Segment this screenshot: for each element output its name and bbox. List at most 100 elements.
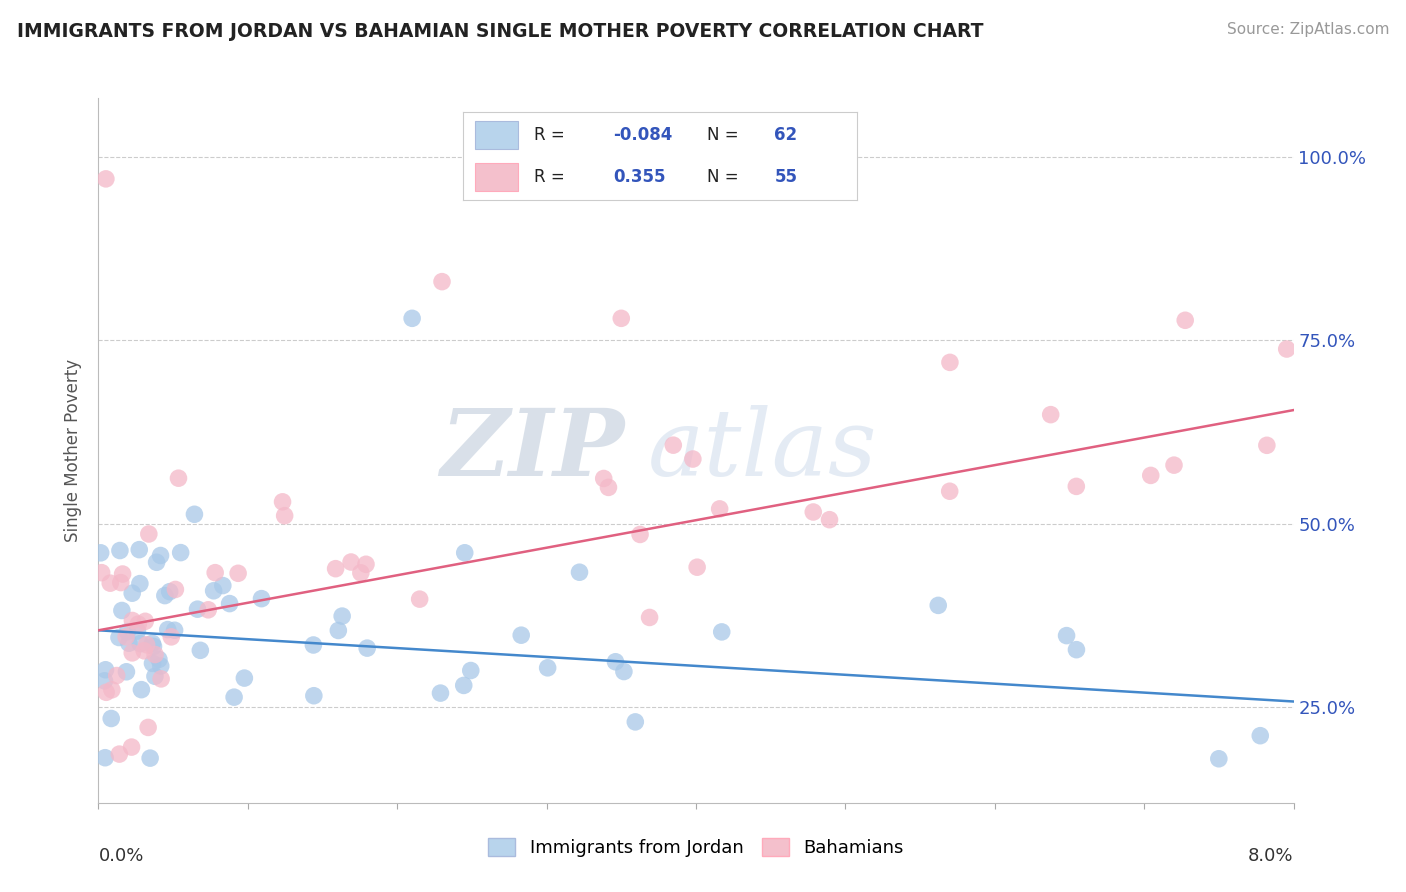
Point (510, 628, 533, 642)
Point (129, 637, 152, 651)
Point (139, 751, 162, 765)
Point (598, 480, 620, 494)
Point (141, 636, 163, 650)
Point (624, 714, 647, 729)
Text: ZIP: ZIP (440, 406, 624, 495)
Point (211, 578, 233, 592)
Point (90, 566, 112, 580)
Point (662, 438, 685, 452)
Point (101, 682, 124, 697)
Point (1174, 313, 1197, 327)
Point (408, 592, 430, 607)
Point (136, 721, 159, 735)
Point (224, 690, 246, 705)
Point (142, 640, 165, 654)
Point (90, 546, 112, 560)
Point (153, 589, 176, 603)
Point (121, 586, 143, 600)
Point (94, 663, 117, 677)
Point (138, 527, 160, 541)
Point (115, 630, 138, 644)
Point (131, 682, 153, 697)
Point (939, 355, 962, 369)
Point (111, 567, 134, 582)
Point (94, 172, 117, 186)
Point (271, 495, 294, 509)
Point (134, 615, 156, 629)
Point (159, 584, 181, 599)
Point (167, 471, 190, 485)
Point (115, 665, 138, 679)
Point (94, 750, 117, 764)
Point (537, 661, 560, 675)
Point (354, 558, 377, 572)
Point (186, 602, 208, 616)
Point (149, 549, 172, 563)
Point (710, 624, 733, 639)
Text: IMMIGRANTS FROM JORDAN VS BAHAMIAN SINGLE MOTHER POVERTY CORRELATION CHART: IMMIGRANTS FROM JORDAN VS BAHAMIAN SINGL… (17, 22, 983, 41)
Point (340, 555, 363, 569)
Point (356, 641, 378, 656)
Point (330, 609, 353, 624)
Text: 0.0%: 0.0% (98, 847, 143, 865)
Point (628, 527, 651, 541)
Point (401, 311, 423, 326)
Point (613, 665, 636, 679)
Point (592, 471, 614, 485)
Point (188, 643, 211, 657)
Point (183, 508, 205, 522)
Point (108, 543, 131, 558)
Point (233, 671, 256, 685)
Point (110, 575, 132, 590)
Point (128, 542, 150, 557)
Point (143, 648, 166, 662)
Point (105, 668, 128, 682)
Point (709, 501, 731, 516)
Point (143, 669, 166, 683)
Point (1066, 479, 1088, 493)
Point (98, 576, 121, 591)
Point (610, 311, 633, 326)
Point (156, 623, 179, 637)
Point (128, 576, 150, 591)
Point (218, 597, 240, 611)
Point (273, 508, 295, 523)
Legend: Immigrants from Jordan, Bahamians: Immigrants from Jordan, Bahamians (481, 830, 911, 864)
Point (686, 560, 709, 574)
Text: 8.0%: 8.0% (1249, 847, 1294, 865)
Point (938, 484, 960, 499)
Text: Source: ZipAtlas.com: Source: ZipAtlas.com (1226, 22, 1389, 37)
Point (134, 644, 156, 658)
Point (250, 591, 273, 606)
Point (100, 711, 122, 725)
Point (121, 614, 143, 628)
Point (111, 603, 134, 617)
Point (682, 452, 704, 467)
Point (165, 582, 187, 597)
Point (1066, 642, 1088, 657)
Point (302, 689, 325, 703)
Point (121, 646, 143, 660)
Point (148, 652, 170, 666)
Point (150, 672, 173, 686)
Point (1139, 468, 1161, 483)
Point (1275, 342, 1298, 356)
Point (605, 655, 627, 669)
Point (145, 555, 167, 569)
Point (328, 624, 350, 638)
Point (163, 624, 186, 638)
Point (118, 636, 141, 650)
Point (568, 566, 591, 580)
Point (1039, 408, 1062, 422)
Point (170, 546, 193, 560)
Point (160, 630, 183, 644)
Point (202, 583, 225, 598)
Point (197, 603, 219, 617)
Point (1163, 458, 1185, 472)
Point (818, 513, 841, 527)
Point (204, 566, 226, 580)
Point (127, 624, 149, 638)
Point (429, 686, 451, 700)
Point (430, 275, 453, 289)
Point (149, 659, 172, 673)
